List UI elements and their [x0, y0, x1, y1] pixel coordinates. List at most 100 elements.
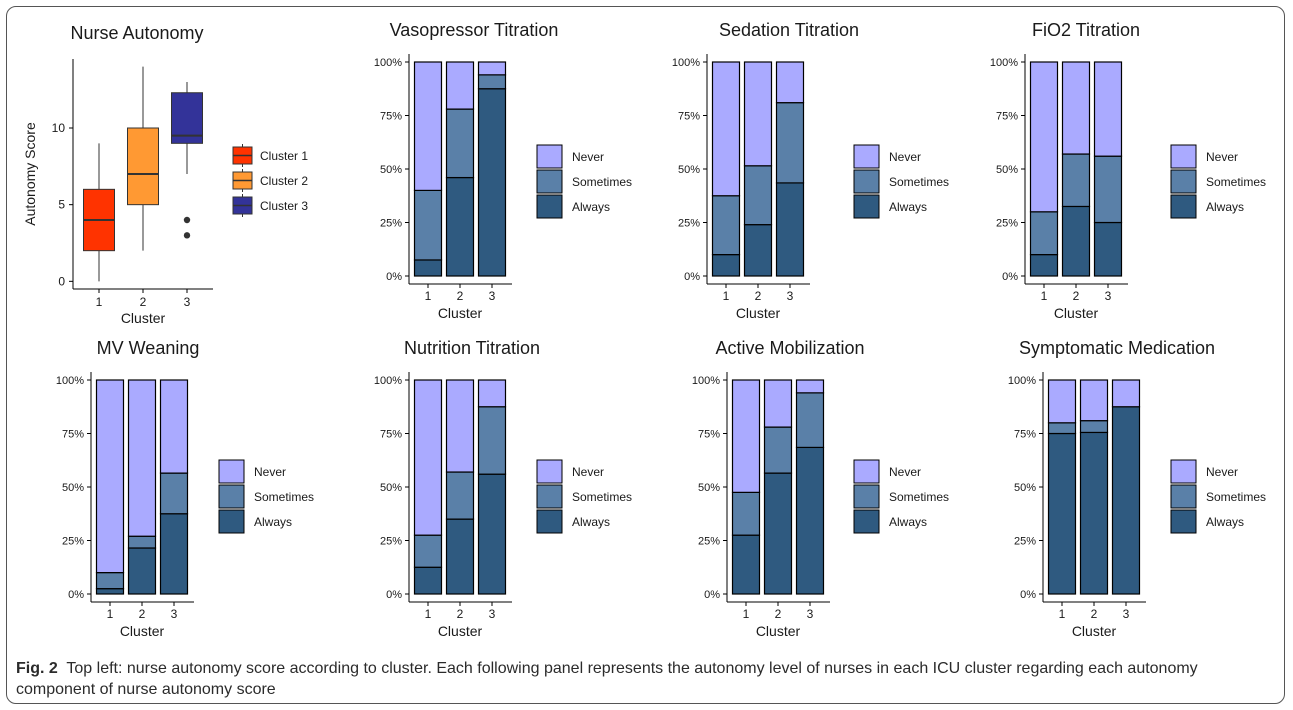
y-tick-label: 0%	[1020, 589, 1036, 601]
chart-title: Nutrition Titration	[404, 338, 540, 358]
legend: Never Sometimes Always	[853, 144, 949, 219]
caption-text: Top left: nurse autonomy score according…	[16, 660, 1198, 698]
y-tick-label: 50%	[996, 164, 1018, 176]
bar-always-cluster-1	[95, 588, 125, 595]
x-tick-label: 2	[140, 295, 147, 309]
legend-key-never	[1170, 459, 1197, 484]
chart-title: Sedation Titration	[719, 20, 859, 40]
bar-sometimes-cluster-1	[711, 195, 741, 256]
y-tick-label: 100%	[1008, 375, 1036, 387]
x-axis-label: Cluster	[1072, 623, 1117, 639]
legend-key-never	[853, 144, 880, 169]
y-tick-label: 75%	[380, 429, 402, 441]
chart-title: MV Weaning	[97, 338, 200, 358]
bar-sometimes-cluster-3	[159, 472, 189, 515]
legend-key-sometimes	[536, 169, 563, 194]
legend-label-never: Never	[254, 465, 286, 479]
y-tick-label: 10	[52, 121, 66, 135]
y-tick-label: 100%	[374, 375, 402, 387]
bar-always-cluster-2	[1061, 205, 1091, 277]
bar-sometimes-cluster-3	[477, 406, 507, 475]
legend-label-never: Never	[889, 150, 921, 164]
y-tick-label: 0%	[68, 589, 84, 601]
bar-sometimes-cluster-2	[743, 165, 773, 226]
legend-key-never	[536, 459, 563, 484]
bar-never-cluster-3	[159, 379, 189, 474]
bar-never-cluster-3	[775, 61, 805, 104]
bar-never-cluster-3	[1093, 61, 1123, 157]
chart-nurse-autonomy: Nurse Autonomy Autonomy Score 0 5 10 1 2 3 Clust…	[22, 23, 308, 326]
legend-key-always	[853, 509, 880, 534]
x-tick-label: 2	[755, 289, 762, 303]
y-tick-label: 50%	[698, 482, 720, 494]
figure-frame: Nurse Autonomy Autonomy Score 0 5 10 1 2 3 Clust…	[6, 6, 1285, 704]
bar-sometimes-cluster-1	[413, 189, 443, 261]
legend-label-sometimes: Sometimes	[572, 490, 632, 504]
x-tick-label: 3	[184, 295, 191, 309]
legend-key-sometimes	[853, 169, 880, 194]
legend-key-sometimes	[1170, 484, 1197, 509]
bar-always-cluster-2	[127, 547, 157, 595]
x-axis-label: Cluster	[756, 623, 801, 639]
y-tick-label: 75%	[678, 111, 700, 123]
legend-key-always	[536, 194, 563, 219]
x-tick-label: 3	[787, 289, 794, 303]
y-tick-label: 0%	[386, 589, 402, 601]
legend-label-always: Always	[1206, 515, 1244, 529]
legend-key-always	[1170, 509, 1197, 534]
legend-key-never	[536, 144, 563, 169]
y-tick-label: 0%	[1002, 271, 1018, 283]
bar-always-cluster-3	[1093, 221, 1123, 277]
legend-label-always: Always	[254, 515, 292, 529]
chart-nutrition-titration: Nutrition Titration 0% 25% 50% 75% 100% 1 2 3 Clu…	[374, 338, 632, 639]
bar-never-cluster-1	[1047, 379, 1077, 424]
legend-label-never: Never	[572, 150, 604, 164]
y-tick-label: 25%	[996, 218, 1018, 230]
legend: Never Sometimes Always	[1170, 144, 1266, 219]
legend-label-sometimes: Sometimes	[1206, 490, 1266, 504]
figure-canvas: Nurse Autonomy Autonomy Score 0 5 10 1 2 3 Clust…	[22, 20, 1266, 639]
bar-sometimes-cluster-2	[1061, 153, 1091, 208]
y-tick-label: 5	[58, 198, 65, 212]
x-tick-label: 3	[807, 607, 814, 621]
bar-never-cluster-2	[127, 379, 157, 537]
y-tick-label: 25%	[62, 536, 84, 548]
y-tick-label: 0%	[386, 271, 402, 283]
x-tick-label: 1	[96, 295, 103, 309]
legend-label-sometimes: Sometimes	[254, 490, 314, 504]
bar-always-cluster-2	[743, 224, 773, 277]
chart-vasopressor-titration: Vasopressor Titration 0% 25% 50% 75% 100% 1 2 3C…	[374, 20, 632, 321]
bar-sometimes-cluster-1	[1029, 211, 1059, 256]
bar-always-cluster-1	[711, 254, 741, 277]
chart-sedation-titration: Sedation Titration 0% 25% 50% 75% 100% 1 2 3 Clus…	[672, 20, 949, 321]
x-tick-label: 2	[1073, 289, 1080, 303]
legend-label-cluster-3: Cluster 3	[260, 199, 308, 213]
y-tick-label: 25%	[698, 536, 720, 548]
legend: Never Sometimes Always	[536, 144, 632, 219]
chart-symptomatic-medication: Symptomatic Medication 0% 25% 50% 75% 100% 1 2 3…	[1008, 338, 1266, 639]
x-tick-label: 1	[425, 607, 432, 621]
legend: Never Sometimes Always	[853, 459, 949, 534]
bar-sometimes-cluster-3	[477, 74, 507, 90]
bar-never-cluster-1	[731, 379, 761, 493]
legend-key-never	[853, 459, 880, 484]
y-axis-label: Autonomy Score	[22, 122, 38, 226]
x-tick-label: 3	[1105, 289, 1112, 303]
bar-always-cluster-1	[1047, 432, 1077, 595]
box-cluster-2	[127, 66, 159, 251]
y-tick-label: 50%	[380, 164, 402, 176]
bar-never-cluster-3	[1111, 379, 1141, 408]
legend-label-never: Never	[572, 465, 604, 479]
y-tick-label: 50%	[1014, 482, 1036, 494]
legend: Never Sometimes Always	[1170, 459, 1266, 534]
x-tick-label: 2	[457, 607, 464, 621]
y-tick-label: 25%	[1014, 536, 1036, 548]
y-tick-label: 100%	[56, 375, 84, 387]
bar-sometimes-cluster-2	[763, 426, 793, 474]
y-tick-label: 75%	[62, 429, 84, 441]
bar-always-cluster-3	[477, 88, 507, 277]
box-body	[127, 127, 159, 206]
y-tick-label: 0%	[684, 271, 700, 283]
legend-label-never: Never	[889, 465, 921, 479]
box-cluster-3	[171, 82, 203, 239]
